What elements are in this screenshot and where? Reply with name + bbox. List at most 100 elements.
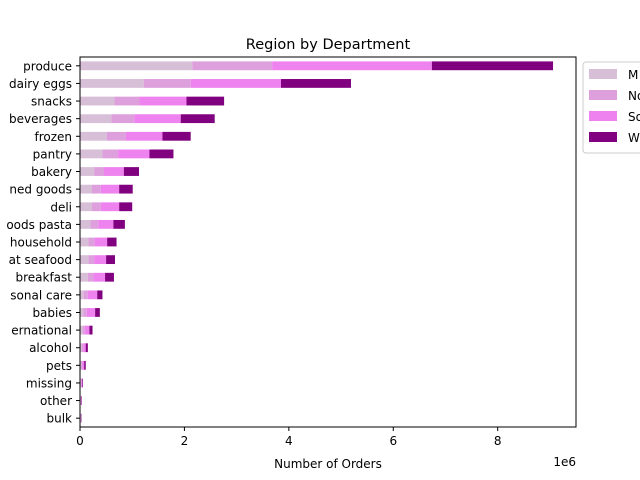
bar-produce-series-3 — [431, 61, 554, 71]
bar-personal-care-series-2 — [87, 290, 98, 300]
bar-dairy-eggs-series-0 — [80, 79, 144, 88]
bar-snacks-series-0 — [80, 96, 115, 106]
bar-household-series-0 — [80, 237, 89, 247]
bar-snacks-series-3 — [186, 96, 225, 106]
bar-breakfast-series-0 — [80, 272, 88, 282]
x-tick-label: 4 — [285, 434, 293, 448]
bar-bakery-series-3 — [123, 167, 139, 176]
bar-dry-goods-pasta-series-1 — [90, 219, 99, 229]
y-tick-label: breakfast — [15, 271, 72, 285]
bar-dairy-eggs-series-3 — [281, 79, 351, 88]
legend-label: W — [628, 131, 640, 145]
bar-produce-series-1 — [192, 61, 273, 71]
bar-dry-goods-pasta-series-3 — [113, 219, 125, 229]
x-tick-label: 8 — [494, 434, 502, 448]
bar-frozen-series-3 — [162, 131, 191, 141]
bar-canned-goods-series-0 — [80, 184, 93, 194]
bar-bakery-series-0 — [80, 167, 95, 176]
bar-snacks-series-2 — [139, 96, 187, 106]
bar-deli-series-0 — [80, 202, 93, 212]
bar-missing-series-1 — [80, 378, 82, 388]
x-axis-scale-label: 1e6 — [553, 455, 576, 469]
y-tick-label: snacks — [31, 95, 72, 109]
bar-canned-goods-series-2 — [100, 184, 120, 194]
y-tick-label: deli — [50, 200, 72, 214]
bar-international-series-0 — [80, 325, 83, 335]
legend-label: No — [628, 89, 640, 103]
bar-missing-series-2 — [81, 378, 83, 388]
bar-alcohol-series-3 — [85, 343, 88, 353]
y-tick-label: bakery — [31, 165, 72, 179]
bar-international-series-2 — [84, 325, 90, 335]
bar-pets-series-2 — [82, 360, 85, 370]
bar-beverages-series-2 — [134, 114, 181, 124]
bar-meat-seafood-series-2 — [94, 255, 107, 265]
legend-label: M — [628, 68, 638, 82]
y-tick-label: babies — [32, 306, 72, 320]
bar-snacks-series-1 — [114, 96, 140, 106]
bar-household-series-1 — [88, 237, 95, 247]
bar-meat-seafood-series-0 — [80, 255, 89, 265]
bar-alcohol-series-2 — [83, 343, 86, 353]
bar-other-series-2 — [80, 396, 82, 405]
bar-deli-series-3 — [119, 202, 133, 212]
bar-pets-series-1 — [81, 360, 83, 370]
bar-pantry-series-2 — [118, 149, 150, 159]
bar-dairy-eggs-series-1 — [143, 79, 191, 88]
bar-bakery-series-2 — [104, 167, 124, 176]
bar-pets-series-0 — [80, 360, 82, 370]
bar-personal-care-series-1 — [83, 290, 88, 300]
legend-swatch — [589, 69, 617, 79]
y-tick-label: beverages — [9, 112, 72, 126]
bar-personal-care-series-3 — [97, 290, 103, 300]
bar-babies-series-0 — [80, 308, 84, 317]
x-axis-ticks: 0 2 4 6 8 — [76, 427, 502, 448]
y-tick-label: missing — [26, 376, 72, 390]
bar-alcohol-series-0 — [80, 343, 82, 353]
y-tick-label: sonal care — [10, 288, 72, 302]
bar-produce-series-0 — [80, 61, 193, 71]
bar-bakery-series-1 — [94, 167, 105, 176]
y-tick-label: dairy eggs — [9, 77, 72, 91]
bar-frozen-series-0 — [80, 131, 107, 141]
bar-household-series-2 — [94, 237, 108, 247]
bars — [80, 61, 554, 423]
bar-missing-series-3 — [82, 378, 83, 388]
y-tick-label: household — [10, 236, 72, 250]
y-tick-label: ned goods — [9, 183, 72, 197]
y-tick-label: bulk — [46, 412, 72, 426]
bar-pets-series-3 — [84, 360, 86, 370]
bar-breakfast-series-2 — [93, 272, 106, 282]
y-tick-label: at seafood — [9, 253, 72, 267]
y-tick-label: oods pasta — [6, 218, 72, 232]
bar-deli-series-2 — [100, 202, 120, 212]
legend-box — [582, 61, 640, 154]
y-tick-label: frozen — [34, 130, 72, 144]
x-axis-label: Number of Orders — [274, 457, 382, 471]
legend-label: So — [628, 110, 640, 124]
plot-area-frame — [79, 56, 577, 428]
y-axis-ticks: produce dairy eggs snacks beverages frozen pa… — [6, 59, 80, 426]
bar-pantry-series-3 — [149, 149, 174, 159]
y-tick-label: alcohol — [29, 341, 72, 355]
bar-international-series-3 — [89, 325, 93, 335]
bar-meat-seafood-series-1 — [88, 255, 95, 265]
bar-frozen-series-1 — [106, 131, 126, 141]
bar-household-series-3 — [107, 237, 117, 247]
legend: M No So W — [582, 61, 640, 154]
bar-dairy-eggs-series-2 — [190, 79, 282, 88]
bar-beverages-series-0 — [80, 114, 112, 124]
bar-pantry-series-0 — [80, 149, 103, 159]
bar-canned-goods-series-1 — [92, 184, 101, 194]
bar-dry-goods-pasta-series-0 — [80, 219, 91, 229]
bar-babies-series-1 — [83, 308, 87, 317]
bar-frozen-series-2 — [125, 131, 163, 141]
y-tick-label: produce — [23, 59, 72, 73]
legend-swatch — [589, 111, 617, 121]
bar-deli-series-1 — [92, 202, 101, 212]
bar-breakfast-series-1 — [87, 272, 94, 282]
bar-personal-care-series-0 — [80, 290, 84, 300]
bar-international-series-1 — [82, 325, 85, 335]
bar-canned-goods-series-3 — [119, 184, 133, 194]
